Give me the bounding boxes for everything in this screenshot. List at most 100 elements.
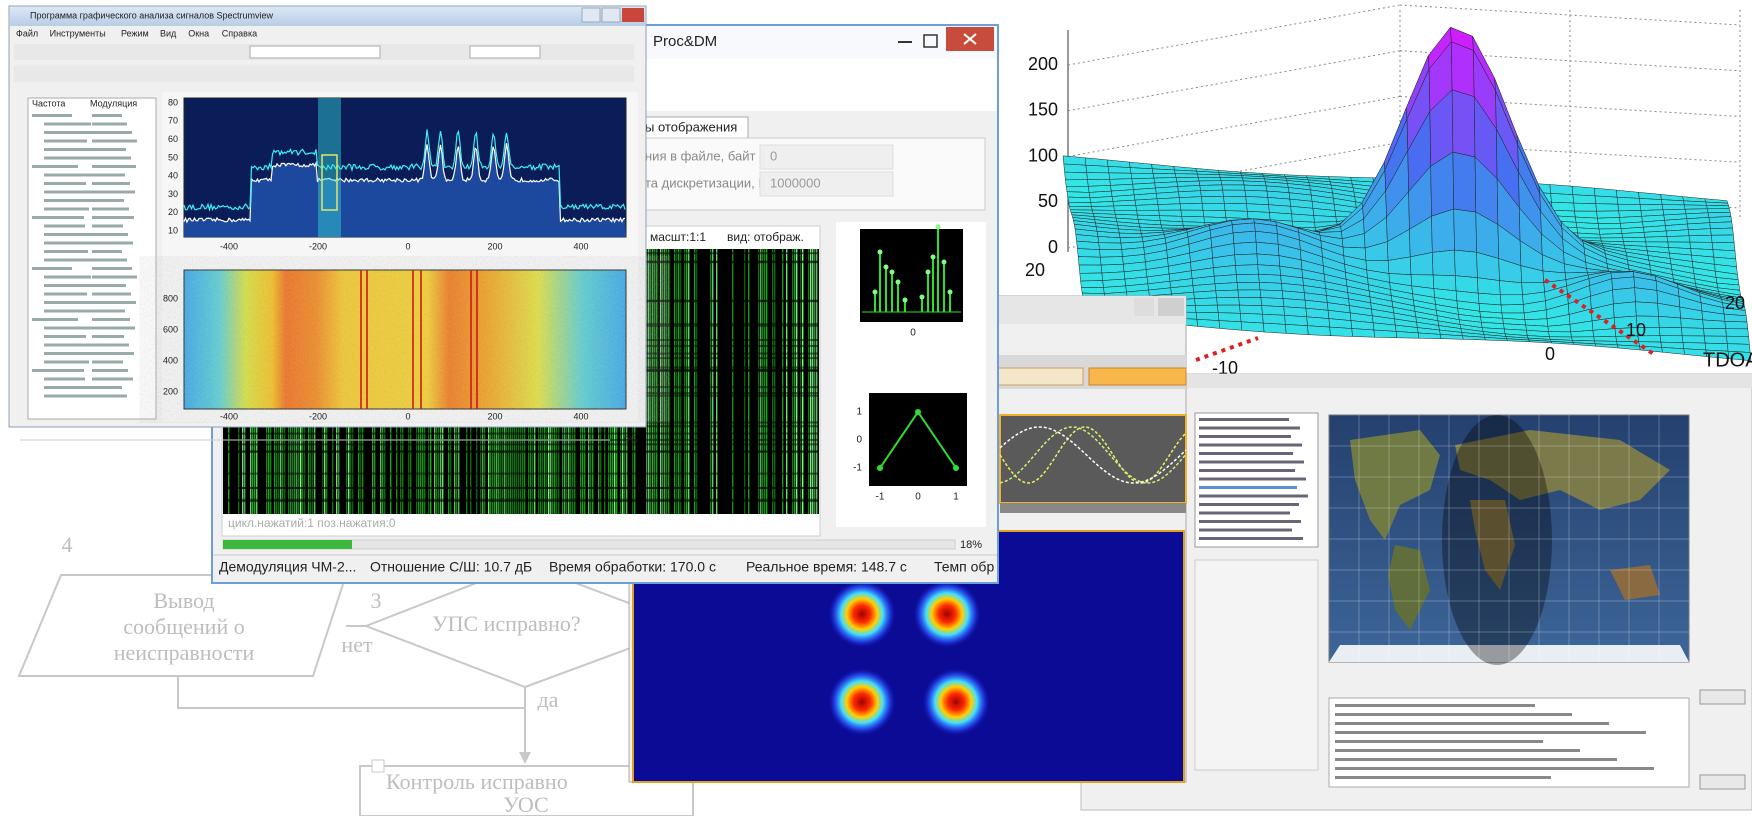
field-input[interactable] xyxy=(759,144,894,170)
field-value: 0 xyxy=(770,148,777,163)
surface-patch xyxy=(1725,328,1749,337)
list-row xyxy=(1199,537,1303,540)
demod-stripe xyxy=(716,249,718,514)
close-button[interactable] xyxy=(1158,298,1184,316)
field-input[interactable] xyxy=(759,171,894,197)
tree-row xyxy=(92,326,135,330)
surface-patch xyxy=(1100,263,1125,274)
surface-patch xyxy=(1194,297,1218,306)
map-shape xyxy=(1388,545,1430,630)
surface-patch xyxy=(1612,287,1636,305)
demod-stripe xyxy=(762,249,764,514)
surface-patch xyxy=(1597,223,1622,230)
surface-patch xyxy=(1217,312,1242,323)
button[interactable] xyxy=(1699,689,1746,705)
menu-item[interactable]: Справка xyxy=(222,28,257,38)
surface-patch xyxy=(1085,164,1110,174)
demod-band xyxy=(223,498,819,501)
surface-mesh xyxy=(1062,26,1752,361)
tree-row xyxy=(92,318,130,321)
tree-row xyxy=(44,292,87,296)
tree-row xyxy=(92,309,125,313)
surface-patch xyxy=(1259,282,1283,292)
list-row xyxy=(1199,418,1289,421)
axis-label: 20 xyxy=(1025,260,1045,280)
surface-patch xyxy=(1572,194,1597,204)
surface-patch xyxy=(1237,289,1262,298)
surface-patch xyxy=(1284,315,1308,326)
minimize-button[interactable] xyxy=(1134,298,1154,316)
waterfall-line xyxy=(476,270,478,409)
step-number: 4 xyxy=(62,532,73,557)
surface-patch xyxy=(1291,213,1315,223)
flowchart: 4 Вывод сообщений о неисправности 3 нет … xyxy=(17,532,694,816)
surface-patch xyxy=(1080,280,1104,288)
surface-patch xyxy=(1239,304,1263,315)
surface-patch xyxy=(1078,264,1103,274)
tree-row xyxy=(32,114,72,117)
grid-line xyxy=(1067,4,1401,66)
menu-item[interactable]: Инструменты xyxy=(50,28,106,38)
progress-label: 18% xyxy=(960,539,982,551)
demod-band xyxy=(223,472,819,475)
surface-patch xyxy=(1233,241,1258,256)
maximize-button[interactable] xyxy=(601,7,621,23)
selection-band[interactable] xyxy=(318,98,341,237)
selection-box[interactable] xyxy=(321,154,338,211)
menu-item[interactable]: Вид xyxy=(160,28,177,38)
minimize-button[interactable] xyxy=(581,7,601,23)
demod-stripe xyxy=(758,249,760,514)
demod-stripe xyxy=(656,249,658,514)
waveforms xyxy=(999,426,1187,484)
dropdown[interactable] xyxy=(249,45,381,59)
settings-panel xyxy=(1194,559,1319,771)
constellation-point xyxy=(922,668,990,736)
tree-header: Частота xyxy=(32,98,65,108)
log-row xyxy=(1335,767,1654,770)
maximize-button[interactable] xyxy=(923,34,938,48)
block-text: неисправности xyxy=(114,640,255,665)
surface-patch xyxy=(1548,331,1572,338)
histogram-plot xyxy=(860,229,963,322)
demod-stripe xyxy=(686,249,688,514)
surface-patch xyxy=(1593,336,1617,342)
x-tick-label: 0 xyxy=(405,241,410,251)
surface-patch xyxy=(1134,198,1159,206)
surface-patch xyxy=(1158,209,1182,217)
surface-patch xyxy=(1100,256,1124,266)
surface-patch xyxy=(1666,235,1691,243)
surface-patch xyxy=(1451,89,1476,158)
surface-patch xyxy=(1201,203,1226,211)
surface-patch xyxy=(1644,236,1669,243)
x-tick-label: 200 xyxy=(487,411,502,421)
surface-patch xyxy=(1232,230,1257,244)
menu-item[interactable]: Файл xyxy=(16,28,38,38)
log-row xyxy=(1335,704,1535,707)
surface-patch xyxy=(1235,264,1259,275)
menu-item[interactable]: Окна xyxy=(188,28,209,38)
surface-patch xyxy=(1152,173,1177,179)
demod-stripe xyxy=(666,249,668,514)
tab-label[interactable]: ы отображения xyxy=(645,119,737,134)
close-button[interactable] xyxy=(622,8,644,22)
surface-patch xyxy=(1064,171,1088,181)
status-item: Темп обр xyxy=(934,559,994,575)
tree-row xyxy=(44,250,88,253)
surface-patch xyxy=(1062,155,1087,166)
map-shape xyxy=(1470,500,1515,590)
y-tick-label: 30 xyxy=(168,189,178,199)
list-row xyxy=(1199,477,1306,481)
triangle-point xyxy=(953,465,959,471)
button[interactable] xyxy=(1088,367,1187,386)
waveform xyxy=(999,426,1187,484)
dropdown[interactable] xyxy=(469,45,541,59)
surface-patch xyxy=(1683,204,1708,210)
status-item: Реальное время: 148.7 с xyxy=(746,559,907,575)
histogram-dot xyxy=(889,269,895,275)
button[interactable] xyxy=(997,367,1084,386)
toolbar xyxy=(14,66,634,82)
menu-item[interactable]: Режим xyxy=(121,28,149,38)
button[interactable] xyxy=(1699,774,1746,790)
surface-patch xyxy=(1224,203,1248,212)
tree-row xyxy=(92,165,136,168)
